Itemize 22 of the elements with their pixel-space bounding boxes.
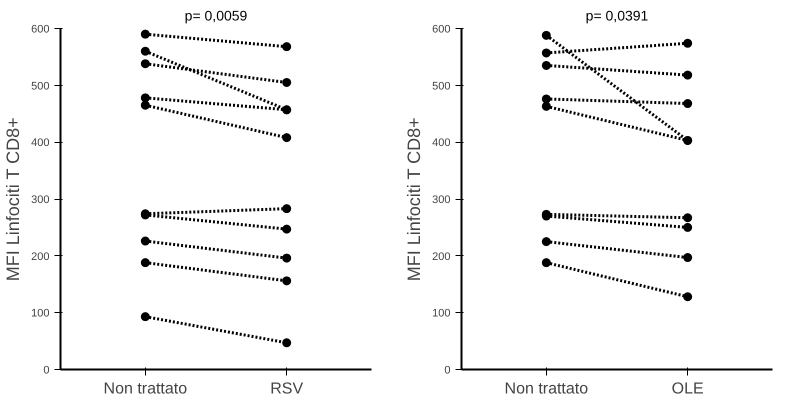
x-tick-label: Non trattato xyxy=(104,380,188,398)
y-tick-label: 400 xyxy=(31,137,50,150)
y-tick-label: 200 xyxy=(432,250,451,263)
y-tick-label: 0 xyxy=(444,364,451,376)
x-tick-label: RSV xyxy=(270,380,304,398)
x-tick-label: OLE xyxy=(672,380,704,398)
x-tick-label: Non trattato xyxy=(504,380,588,398)
y-tick-label: 300 xyxy=(31,194,50,206)
text: p= 0,0391 xyxy=(586,8,649,24)
y-tick-label: 400 xyxy=(432,137,451,150)
y-tick-label: 600 xyxy=(432,24,451,36)
text: p= 0,0059 xyxy=(184,8,248,24)
y-tick-label: 500 xyxy=(432,80,451,92)
y-tick-label: 600 xyxy=(31,24,50,36)
y-tick-label: 500 xyxy=(31,80,50,92)
y-axis-title: MFI Linfociti T CD8+ xyxy=(404,117,424,282)
y-tick-label: 100 xyxy=(432,308,451,320)
y-axis-title: MFI Linfociti T CD8+ xyxy=(3,117,24,282)
y-tick-label: 300 xyxy=(432,194,451,206)
y-tick-label: 0 xyxy=(43,364,50,376)
y-tick-label: 100 xyxy=(31,308,50,320)
y-tick-label: 200 xyxy=(31,250,50,263)
